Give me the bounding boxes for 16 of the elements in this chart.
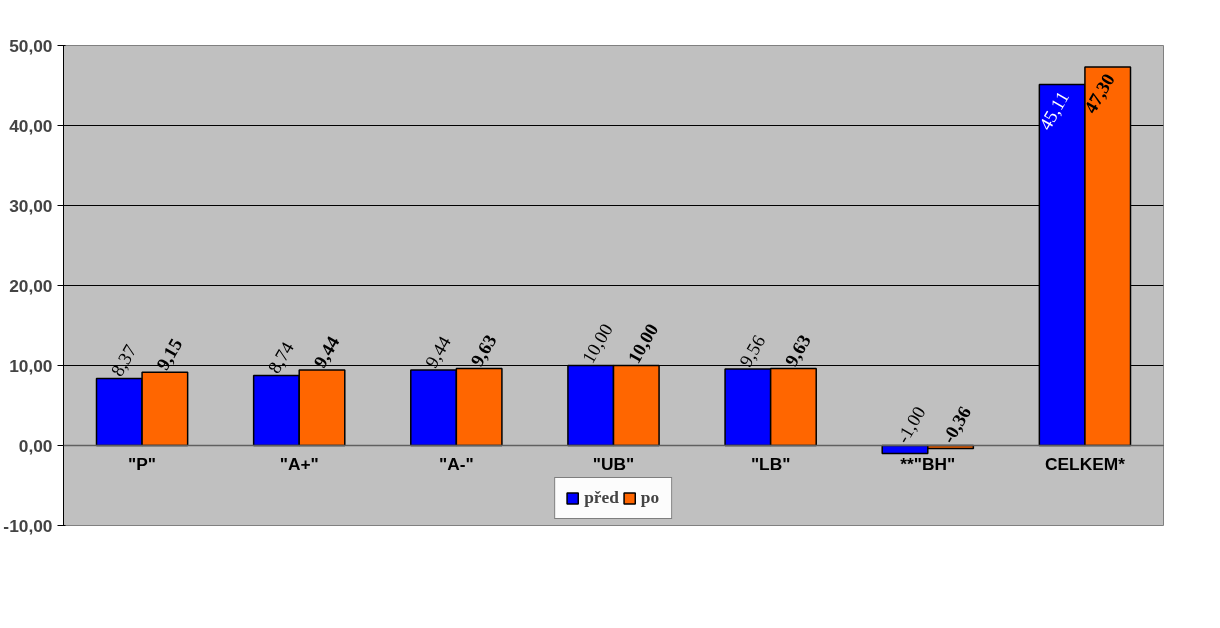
x-tick-label: "UB" — [592, 453, 635, 474]
x-tick-label: "A-" — [439, 453, 474, 474]
y-tick-label: 0,00 — [18, 435, 53, 456]
y-tick-label: 30,00 — [9, 195, 53, 216]
y-tick-label: 50,00 — [9, 35, 53, 56]
x-tick-label: "P" — [128, 453, 157, 474]
x-tick-label: "A+" — [279, 453, 319, 474]
y-tick-label: 10,00 — [9, 355, 53, 376]
x-tick-label: "LB" — [750, 453, 791, 474]
y-tick-label: -10,00 — [3, 515, 53, 536]
y-tick-label: 20,00 — [9, 275, 53, 296]
x-tick-label: **"BH" — [900, 453, 956, 474]
legend-label: před — [584, 488, 619, 508]
x-tick-label: CELKEM* — [1044, 453, 1126, 474]
y-tick-label: 40,00 — [9, 115, 53, 136]
legend-label: po — [640, 488, 661, 508]
